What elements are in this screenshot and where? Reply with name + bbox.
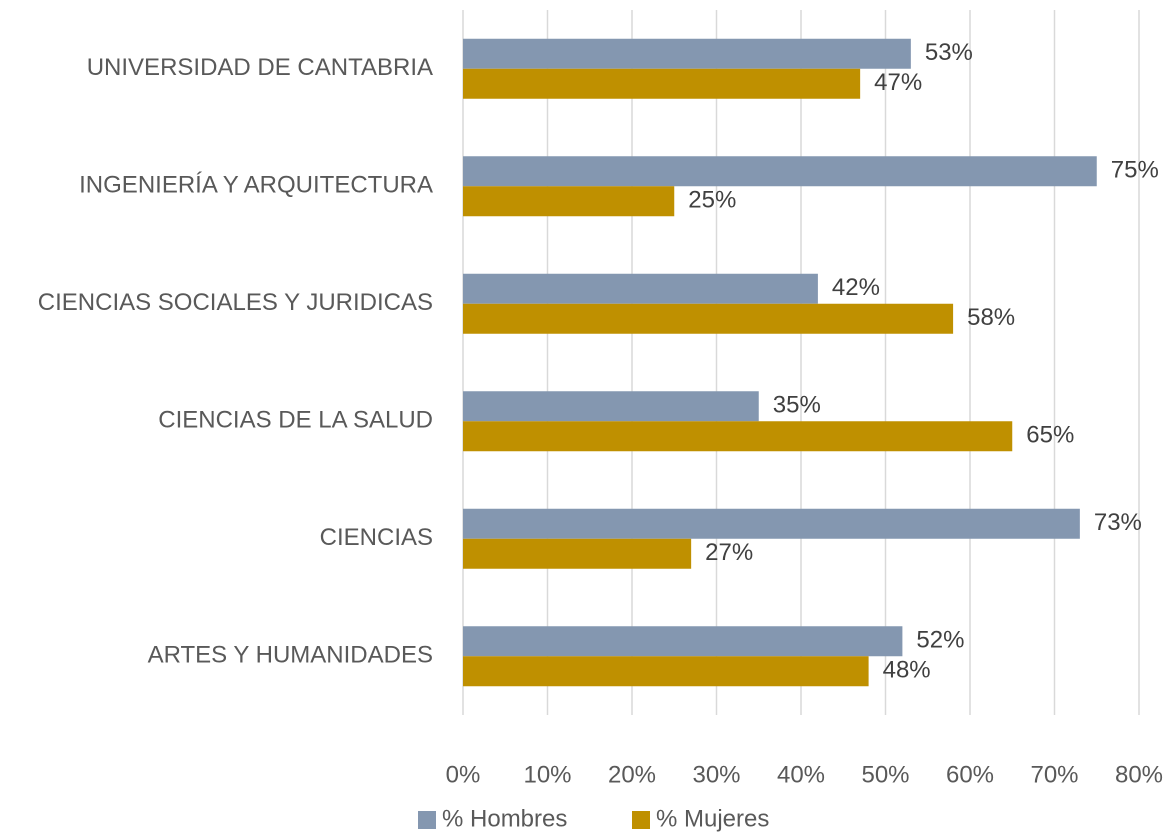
data-label: 75% <box>1111 157 1159 184</box>
x-tick-label: 80% <box>1115 761 1163 788</box>
x-tick-label: 20% <box>608 761 656 788</box>
x-tick-label: 40% <box>777 761 825 788</box>
data-label: 25% <box>688 187 736 214</box>
x-tick-label: 50% <box>861 761 909 788</box>
bar <box>463 421 1013 452</box>
x-tick-label: 60% <box>946 761 994 788</box>
y-tick-label: CIENCIAS SOCIALES Y JURIDICAS <box>38 289 433 316</box>
y-tick-label: CIENCIAS <box>320 524 433 551</box>
data-label: 42% <box>832 274 880 301</box>
data-label: 53% <box>925 39 973 66</box>
bar <box>463 508 1080 539</box>
bar <box>463 656 869 687</box>
bar <box>463 273 818 304</box>
bar <box>463 186 675 217</box>
data-label: 52% <box>916 627 964 654</box>
y-tick-label: UNIVERSIDAD DE CANTABRIA <box>87 54 433 81</box>
bar <box>463 538 692 569</box>
data-label: 27% <box>705 539 753 566</box>
bar <box>463 38 911 69</box>
bar <box>463 626 903 657</box>
y-tick-label: INGENIERÍA Y ARQUITECTURA <box>79 172 433 199</box>
data-label: 73% <box>1094 509 1142 536</box>
legend-swatch <box>632 811 650 829</box>
bar <box>463 391 759 422</box>
x-tick-label: 10% <box>523 761 571 788</box>
data-label: 58% <box>967 304 1015 331</box>
x-tick-label: 70% <box>1030 761 1078 788</box>
bar <box>463 68 861 99</box>
x-tick-label: 30% <box>692 761 740 788</box>
legend-label: % Hombres <box>442 805 567 832</box>
y-tick-label: CIENCIAS DE LA SALUD <box>158 407 433 434</box>
bar <box>463 156 1097 187</box>
y-tick-label: ARTES Y HUMANIDADES <box>148 642 433 669</box>
data-label: 48% <box>883 657 931 684</box>
legend-label: % Mujeres <box>656 805 769 832</box>
data-label: 47% <box>874 69 922 96</box>
data-label: 65% <box>1026 422 1074 449</box>
x-tick-label: 0% <box>446 761 481 788</box>
data-label: 35% <box>773 392 821 419</box>
legend-swatch <box>418 811 436 829</box>
bar <box>463 303 954 334</box>
